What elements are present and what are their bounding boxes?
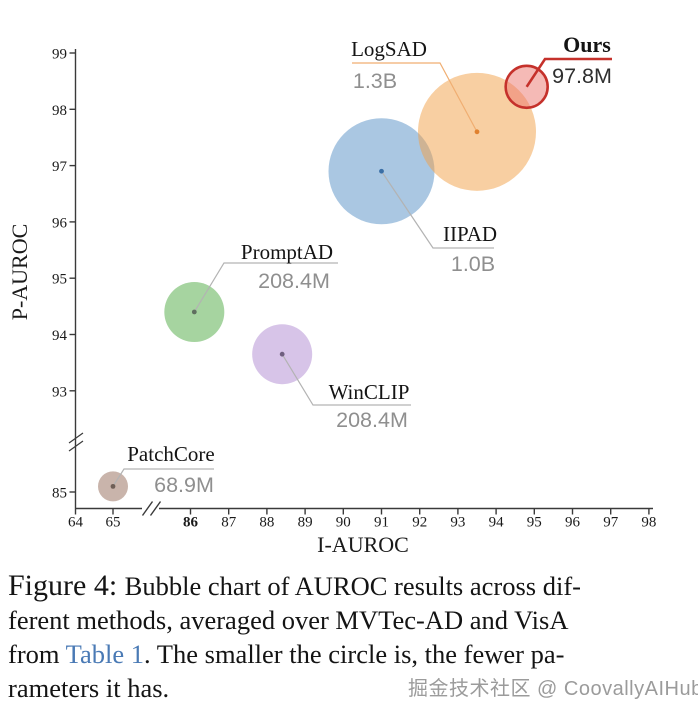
method-label-logsad: LogSAD bbox=[351, 37, 427, 61]
params-label-patchcore: 68.9M bbox=[154, 473, 214, 497]
caption-text: Figure 4: bbox=[8, 569, 125, 602]
params-label-logsad: 1.3B bbox=[353, 69, 397, 93]
x-tick-label: 97 bbox=[603, 515, 619, 531]
center-dot-winclip bbox=[279, 351, 285, 357]
leader-line-winclip bbox=[281, 353, 411, 406]
y-axis-title: P-AUROC bbox=[7, 224, 32, 321]
params-label-promptad: 208.4M bbox=[258, 269, 330, 293]
x-tick-label: 95 bbox=[527, 515, 542, 531]
caption-line: ferent methods, averaged over MVTec-AD a… bbox=[8, 603, 698, 637]
x-tick-label: 87 bbox=[221, 515, 237, 531]
x-tick-label: 65 bbox=[106, 515, 121, 531]
x-tick-label: 86 bbox=[183, 515, 199, 531]
table-1-link[interactable]: Table 1 bbox=[65, 639, 145, 669]
leader-line-patchcore bbox=[112, 468, 214, 487]
watermark: 掘金技术社区 @ CoovallyAIHub bbox=[408, 678, 698, 700]
y-tick-label: 85 bbox=[52, 486, 67, 502]
caption-line: Figure 4: Bubble chart of AUROC results … bbox=[8, 569, 698, 603]
leader-line-logsad bbox=[352, 62, 478, 133]
center-dot-logsad bbox=[474, 129, 480, 135]
params-label-winclip: 208.4M bbox=[336, 408, 408, 432]
y-axis-break-mark bbox=[68, 432, 84, 444]
x-tick-label: 89 bbox=[298, 515, 313, 531]
caption-text: Bubble chart of AUROC results across dif… bbox=[124, 571, 581, 601]
params-label-ours: 97.8M bbox=[552, 64, 612, 88]
x-tick-label: 64 bbox=[68, 515, 84, 531]
x-axis-break-mark bbox=[141, 501, 154, 516]
method-label-patchcore: PatchCore bbox=[127, 442, 214, 466]
x-tick-label: 93 bbox=[450, 515, 465, 531]
caption-text: ferent methods, averaged over MVTec-AD a… bbox=[8, 605, 569, 635]
leader-line-promptad bbox=[193, 262, 338, 313]
y-tick-label: 94 bbox=[52, 328, 68, 344]
y-tick-label: 93 bbox=[52, 384, 67, 400]
x-axis-title: I-AUROC bbox=[317, 532, 409, 557]
y-axis-break-mark bbox=[68, 440, 84, 452]
method-label-iipad: IIPAD bbox=[443, 222, 497, 246]
caption-text: . The smaller the circle is, the fewer p… bbox=[144, 639, 565, 669]
params-label-iipad: 1.0B bbox=[451, 252, 495, 276]
y-tick-label: 98 bbox=[52, 103, 67, 119]
method-label-winclip: WinCLIP bbox=[329, 380, 410, 404]
center-dot-patchcore bbox=[110, 483, 116, 489]
y-tick-label: 97 bbox=[52, 159, 68, 175]
caption-text: from bbox=[8, 639, 66, 669]
caption-line: from Table 1. The smaller the circle is,… bbox=[8, 637, 698, 671]
x-tick-label: 94 bbox=[489, 515, 505, 531]
x-tick-label: 88 bbox=[259, 515, 274, 531]
y-tick-label: 96 bbox=[52, 215, 68, 231]
x-axis-break-gap bbox=[142, 502, 159, 515]
center-dot-promptad bbox=[191, 309, 197, 315]
caption-line: rameters it has. bbox=[8, 671, 698, 705]
method-label-promptad: PromptAD bbox=[241, 240, 333, 264]
x-tick-label: 98 bbox=[641, 515, 656, 531]
x-axis-break-mark bbox=[149, 501, 162, 516]
x-tick-label: 90 bbox=[336, 515, 351, 531]
leader-line-iipad bbox=[381, 170, 494, 249]
y-tick-label: 99 bbox=[52, 47, 67, 63]
y-tick-label: 95 bbox=[52, 272, 67, 288]
x-tick-label: 92 bbox=[412, 515, 427, 531]
x-tick-label: 96 bbox=[565, 515, 581, 531]
center-dot-iipad bbox=[379, 168, 384, 174]
x-tick-label: 91 bbox=[374, 515, 389, 531]
method-label-ours: Ours bbox=[563, 32, 611, 57]
leader-line-ours bbox=[525, 57, 612, 88]
figure-caption: Figure 4: Bubble chart of AUROC results … bbox=[8, 569, 698, 705]
caption-text: rameters it has. bbox=[8, 673, 170, 703]
